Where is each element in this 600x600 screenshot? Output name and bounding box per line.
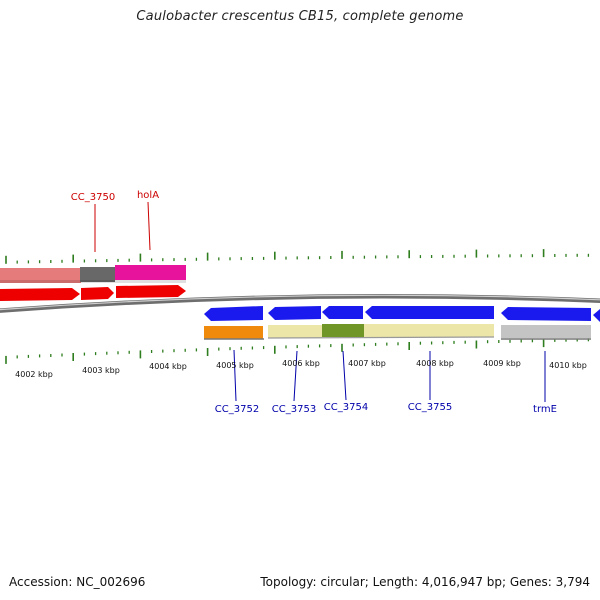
cds-arrow-reverse-cc3754[interactable] (322, 306, 363, 319)
feature-block-cc3750[interactable] (80, 267, 115, 282)
cds-arrow-forward-1[interactable] (0, 288, 80, 301)
gene-label-cc3750[interactable]: CC_3750 (71, 192, 115, 203)
gene-label-cc3753[interactable]: CC_3753 (272, 404, 316, 415)
feature-block-salmon[interactable] (0, 268, 81, 283)
chromosome-backbone (0, 294, 600, 313)
top-label-leaders (94, 201, 151, 252)
map-title: Caulobacter crescentus CB15, complete ge… (136, 9, 464, 24)
cds-arrow-reverse-cc3755[interactable] (365, 306, 494, 319)
axis-label: 4003 kbp (82, 366, 120, 375)
bottom-feature-track (204, 324, 591, 340)
chromosome-backbone-highlight (0, 294, 600, 311)
feature-block-grey[interactable] (501, 325, 591, 338)
feature-block-pale-2[interactable] (364, 324, 494, 337)
feature-block-hola[interactable] (115, 265, 186, 280)
bottom-tick-marks (5, 338, 590, 364)
cds-arrow-forward-3[interactable] (116, 285, 186, 298)
gene-label-trme[interactable]: trmE (533, 404, 557, 415)
axis-label: 4007 kbp (348, 359, 386, 368)
feature-block-orange[interactable] (204, 326, 263, 339)
top-tick-marks (5, 249, 590, 264)
gene-label-cc3754[interactable]: CC_3754 (324, 402, 368, 413)
axis-label: 4010 kbp (549, 361, 587, 370)
cds-arrow-reverse-cc3753[interactable] (268, 306, 321, 320)
axis-label: 4004 kbp (149, 362, 187, 371)
top-feature-track (0, 265, 186, 283)
axis-label: 4005 kbp (216, 361, 254, 370)
cds-arrow-reverse-partial[interactable] (593, 309, 600, 322)
gene-label-hola[interactable]: holA (137, 190, 159, 201)
cds-arrow-reverse-trme[interactable] (501, 307, 591, 321)
genome-summary-text: Topology: circular; Length: 4,016,947 bp… (260, 575, 590, 589)
gene-label-cc3755[interactable]: CC_3755 (408, 402, 452, 413)
gene-label-cc3752[interactable]: CC_3752 (215, 404, 259, 415)
feature-block-olive[interactable] (322, 324, 364, 337)
bottom-label-leaders (233, 349, 546, 402)
forward-cds-track (0, 285, 186, 301)
cds-arrow-forward-2[interactable] (81, 287, 114, 300)
axis-label: 4009 kbp (483, 359, 521, 368)
cds-arrow-reverse-cc3752[interactable] (204, 306, 263, 321)
axis-label: 4008 kbp (416, 359, 454, 368)
axis-label: 4002 kbp (15, 370, 53, 379)
axis-label: 4006 kbp (282, 359, 320, 368)
axis-labels: 4002 kbp 4003 kbp 4004 kbp 4005 kbp 4006… (15, 359, 587, 379)
accession-text: Accession: NC_002696 (9, 575, 146, 589)
feature-block-pale-1[interactable] (268, 325, 322, 338)
reverse-cds-track (204, 306, 600, 322)
